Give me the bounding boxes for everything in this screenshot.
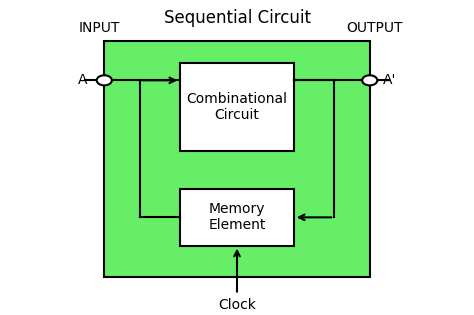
Circle shape <box>362 75 377 85</box>
Text: A: A <box>78 73 88 87</box>
Text: Memory
Element: Memory Element <box>208 202 266 232</box>
Text: OUTPUT: OUTPUT <box>346 21 403 35</box>
Text: Clock: Clock <box>218 298 256 312</box>
Bar <box>104 41 370 277</box>
Bar <box>180 189 294 246</box>
Circle shape <box>97 75 112 85</box>
Bar <box>180 63 294 151</box>
Text: A': A' <box>383 73 396 87</box>
Text: Combinational
Circuit: Combinational Circuit <box>186 92 288 122</box>
Text: Sequential Circuit: Sequential Circuit <box>164 9 310 27</box>
Text: INPUT: INPUT <box>79 21 120 35</box>
